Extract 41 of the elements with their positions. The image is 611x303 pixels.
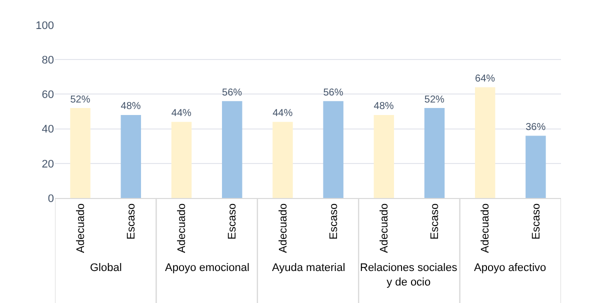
text: Relaciones sociales y de ocio (360, 262, 458, 288)
x-tick-label: Adecuado (74, 203, 87, 253)
x-tick-label: Adecuado (176, 203, 188, 253)
x-tick-label: Escaso (429, 203, 442, 240)
data-label: 52% (424, 94, 445, 106)
text: Ayuda material (272, 262, 346, 274)
y-tick-label: 0 (48, 192, 54, 205)
bar (526, 136, 546, 198)
text: Apoyo afectivo (474, 262, 546, 274)
data-label: 56% (323, 87, 344, 98)
data-label: 44% (272, 108, 293, 120)
bar (424, 108, 445, 198)
x-tick-label: Adecuado (378, 203, 390, 253)
bar (272, 122, 293, 198)
bar (323, 101, 344, 198)
text: Global (90, 262, 122, 274)
x-tick-label: Adecuado (277, 203, 290, 253)
y-tick-label: 100 (36, 20, 54, 32)
text: Apoyo emocional (165, 262, 250, 274)
data-label: 48% (120, 101, 141, 112)
x-tick-label: Escaso (125, 203, 138, 240)
bar (474, 87, 496, 198)
data-label: 36% (526, 122, 546, 133)
bar (120, 114, 142, 198)
x-tick-label: Escaso (328, 203, 340, 240)
data-label: 56% (222, 87, 242, 98)
bar (222, 101, 242, 198)
y-tick-label: 60 (42, 89, 54, 102)
data-label: 52% (70, 94, 90, 106)
x-tick-label: Escaso (530, 203, 542, 240)
y-tick-label: 80 (42, 54, 54, 66)
data-label: 44% (171, 108, 192, 120)
x-tick-label: Escaso (226, 203, 239, 240)
bar (374, 114, 394, 198)
bar (70, 108, 90, 198)
y-tick-label: 20 (42, 158, 54, 170)
y-tick-label: 40 (42, 124, 54, 136)
bar (171, 122, 192, 198)
data-label: 48% (374, 101, 394, 112)
x-tick-label: Adecuado (480, 203, 492, 253)
data-label: 64% (475, 74, 496, 85)
